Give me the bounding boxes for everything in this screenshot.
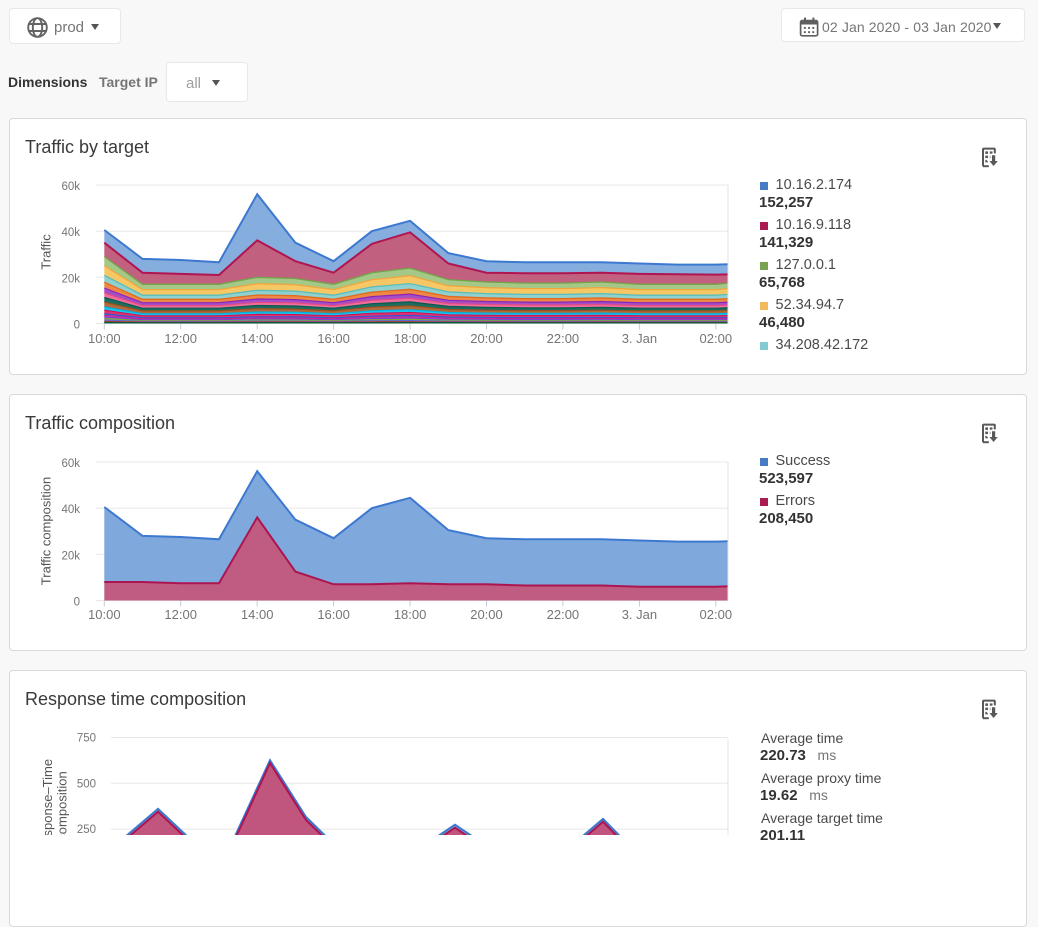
svg-text:14:00: 14:00	[241, 331, 274, 346]
svg-text:18:00: 18:00	[394, 607, 427, 622]
svg-text:22:00: 22:00	[547, 607, 580, 622]
svg-text:10:00: 10:00	[88, 607, 121, 622]
svg-text:Response–Time: Response–Time	[40, 759, 55, 835]
svg-text:20k: 20k	[61, 550, 80, 562]
svg-text:0: 0	[74, 597, 80, 609]
svg-text:02:00: 02:00	[700, 607, 733, 622]
svg-text:14:00: 14:00	[241, 607, 274, 622]
svg-text:10:00: 10:00	[88, 331, 121, 346]
svg-text:3. Jan: 3. Jan	[622, 331, 657, 346]
svg-text:Traffic composition: Traffic composition	[39, 477, 54, 585]
svg-text:12:00: 12:00	[164, 331, 197, 346]
svg-text:0: 0	[74, 320, 80, 332]
svg-text:40k: 40k	[61, 227, 80, 239]
svg-text:3. Jan: 3. Jan	[622, 607, 657, 622]
svg-text:40k: 40k	[61, 504, 80, 516]
svg-text:16:00: 16:00	[317, 607, 350, 622]
svg-text:250: 250	[77, 824, 96, 835]
svg-text:60k: 60k	[61, 458, 80, 470]
svg-text:20:00: 20:00	[470, 331, 503, 346]
svg-text:02:00: 02:00	[700, 331, 733, 346]
svg-text:Traffic: Traffic	[39, 234, 54, 270]
svg-text:60k: 60k	[61, 181, 80, 193]
svg-text:12:00: 12:00	[164, 607, 197, 622]
svg-text:20k: 20k	[61, 273, 80, 285]
svg-text:16:00: 16:00	[317, 331, 350, 346]
svg-text:500: 500	[77, 778, 96, 790]
svg-text:20:00: 20:00	[470, 607, 503, 622]
svg-text:22:00: 22:00	[547, 331, 580, 346]
svg-text:18:00: 18:00	[394, 331, 427, 346]
svg-text:composition: composition	[55, 771, 70, 835]
svg-text:750: 750	[77, 733, 96, 745]
